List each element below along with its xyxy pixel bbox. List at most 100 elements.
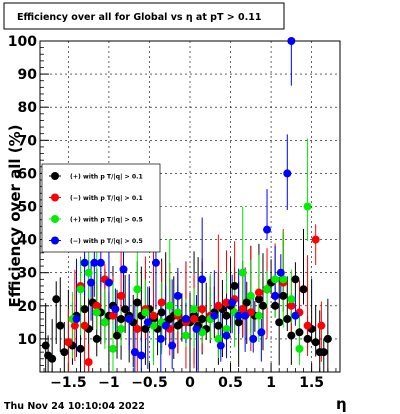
data-point (64, 338, 73, 347)
data-point (168, 341, 177, 350)
data-point (303, 321, 312, 330)
legend-label: (+) with p T/|q| > 0.5 (70, 217, 143, 225)
data-point (319, 348, 328, 357)
data-point (117, 324, 126, 333)
data-point (198, 315, 207, 324)
data-point (80, 305, 89, 314)
legend-label: (−) with p T/|q| > 0.1 (70, 195, 143, 203)
x-axis-title: η (336, 395, 347, 413)
data-point (287, 331, 296, 340)
data-point (125, 315, 134, 324)
data-point (254, 288, 263, 297)
data-point (254, 295, 263, 304)
x-tick-label: −1 (98, 375, 119, 391)
data-point (84, 358, 93, 367)
data-point (108, 344, 117, 353)
x-tick-label: 1 (266, 375, 276, 391)
data-point (84, 268, 93, 277)
data-point (228, 298, 237, 307)
data-point (76, 344, 85, 353)
legend-label: (−) with p T/|q| > 0.5 (70, 238, 143, 246)
data-point (222, 324, 231, 333)
data-point (117, 291, 126, 300)
data-point (222, 298, 231, 307)
data-point (48, 354, 57, 363)
data-point (299, 285, 308, 294)
data-point (133, 324, 142, 333)
axis-ticks: −1.5 −1 −0.5 0 0.5 1 1.5 10 20 30 40 50 60 70 80 90 100 (8, 34, 337, 391)
data-point (96, 258, 105, 267)
data-point (157, 308, 166, 317)
data-point (92, 301, 101, 310)
data-point (108, 311, 117, 320)
y-tick-label: 10 (18, 332, 38, 348)
legend-label: (+) with p T/|q| > 0.1 (70, 174, 143, 182)
data-point (119, 265, 128, 274)
legend-marker (51, 193, 59, 202)
data-point (87, 278, 96, 287)
data-point (113, 331, 122, 340)
data-point (238, 305, 247, 314)
data-point (283, 315, 292, 324)
legend: (+) with p T/|q| > 0.1 (−) with p T/|q| >… (41, 163, 161, 253)
data-point (70, 321, 79, 330)
data-point (52, 295, 61, 304)
data-point (276, 268, 285, 277)
x-tick-label: 0 (185, 375, 195, 391)
data-point (295, 328, 304, 337)
data-point (41, 341, 50, 350)
data-point (263, 285, 272, 294)
data-point (216, 341, 225, 350)
data-point (56, 321, 65, 330)
data-point (317, 321, 326, 330)
data-point (90, 258, 99, 267)
data-point (130, 348, 139, 357)
data-point (254, 311, 263, 320)
data-points (41, 37, 332, 367)
data-point (295, 344, 304, 353)
data-point (92, 334, 101, 343)
data-point (214, 334, 223, 343)
data-point (234, 311, 243, 320)
data-point (133, 298, 142, 307)
data-point (173, 291, 182, 300)
data-point (263, 225, 272, 234)
data-point (60, 348, 69, 357)
data-point (210, 311, 219, 320)
data-point (143, 318, 152, 327)
data-point (258, 301, 267, 310)
data-point (192, 324, 201, 333)
data-point (76, 285, 85, 294)
y-axis-title: Efficiency over all (%) (6, 125, 24, 308)
data-point (214, 321, 223, 330)
data-point (222, 331, 231, 340)
data-point (149, 311, 158, 320)
legend-box (41, 163, 161, 253)
data-point (121, 305, 130, 314)
data-point (198, 305, 207, 314)
data-point (303, 334, 312, 343)
data-point (283, 169, 292, 178)
y-tick-label: 50 (18, 200, 38, 216)
data-point (133, 285, 142, 294)
data-point (190, 305, 199, 314)
data-point (291, 275, 300, 284)
x-tick-label: 0.5 (218, 375, 243, 391)
data-point (104, 278, 113, 287)
data-point (241, 311, 250, 320)
data-point (311, 338, 320, 347)
data-point (80, 258, 89, 267)
data-point (249, 334, 258, 343)
data-point (271, 291, 280, 300)
data-point (271, 301, 280, 310)
data-point (80, 321, 89, 330)
data-point (291, 311, 300, 320)
data-point (173, 308, 182, 317)
data-point (181, 331, 190, 340)
data-point (279, 275, 288, 284)
data-point (257, 328, 266, 337)
data-point (190, 315, 199, 324)
x-tick-label: 1.5 (299, 375, 324, 391)
data-point (72, 315, 81, 324)
data-point (311, 235, 320, 244)
